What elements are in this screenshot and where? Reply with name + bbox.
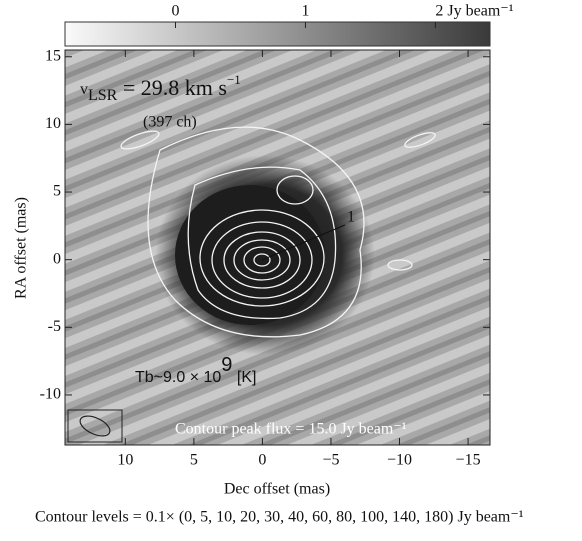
colorbar	[64, 21, 491, 47]
colorbar-tick-label: 2 Jy beam⁻¹	[435, 3, 513, 20]
x-tick-label: 10	[117, 452, 133, 469]
contour-levels: Contour levels = 0.1× (0, 5, 10, 20, 30,…	[35, 509, 524, 526]
colorbar-tick-label: 1	[301, 3, 309, 20]
x-tick-label: −15	[456, 452, 481, 469]
x-tick-label: 5	[190, 452, 198, 469]
y-tick-label: 0	[53, 250, 61, 267]
x-tick-label: −10	[387, 452, 412, 469]
y-tick-label: 5	[53, 183, 61, 200]
y-axis-label: RA offset (mas)	[13, 197, 30, 299]
x-tick-label: −5	[322, 452, 339, 469]
x-tick-label: 0	[258, 452, 266, 469]
colorbar-tick-label: 0	[171, 3, 179, 20]
map	[65, 50, 490, 445]
y-tick-label: -10	[40, 386, 61, 403]
peak-flux: Contour peak flux = 15.0 Jy beam⁻¹	[175, 421, 407, 438]
x-axis-label: Dec offset (mas)	[224, 481, 330, 498]
velocity-label: vLSR = 29.8 km s−1	[80, 72, 241, 104]
plot-frame	[64, 49, 491, 446]
y-tick-label: 10	[45, 115, 61, 132]
y-tick-label: -5	[48, 318, 61, 335]
brightness-label: Tb~9.0 × 109 [K]	[135, 354, 256, 386]
channel-label: (397 ch)	[143, 114, 197, 131]
feature-label: 1	[347, 209, 355, 226]
y-tick-label: 15	[45, 47, 61, 64]
